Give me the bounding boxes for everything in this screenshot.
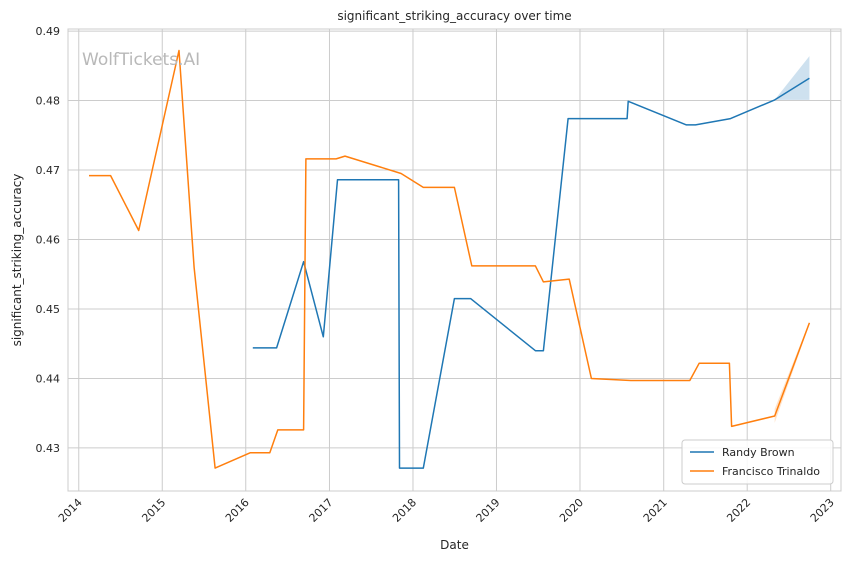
- y-tick-label-0.45: 0.45: [36, 303, 61, 316]
- legend-label-randy-brown: Randy Brown: [722, 446, 795, 459]
- x-tick-label-2015: 2015: [139, 496, 168, 525]
- x-tick-label-2022: 2022: [724, 496, 753, 525]
- y-tick-label-0.48: 0.48: [36, 95, 61, 108]
- x-tick-label-2019: 2019: [474, 496, 503, 525]
- plot-frame: [67, 28, 842, 492]
- x-axis-title: Date: [440, 538, 469, 552]
- y-tick-label-0.44: 0.44: [36, 372, 61, 385]
- series-lines: [89, 49, 811, 469]
- y-tick-label-0.46: 0.46: [36, 234, 61, 247]
- legend: Randy Brown Francisco Trinaldo: [681, 439, 834, 485]
- x-tick-label-2016: 2016: [223, 496, 252, 525]
- legend-box: [681, 439, 834, 485]
- line-randy-brown: [252, 77, 810, 469]
- x-gridlines: [78, 29, 832, 491]
- y-tick-label-0.43: 0.43: [36, 442, 61, 455]
- y-tick-labels: 0.43 0.44 0.45 0.46 0.47 0.48 0.49: [36, 25, 61, 455]
- x-tick-label-2020: 2020: [557, 496, 586, 525]
- y-tick-label-0.49: 0.49: [36, 25, 61, 38]
- watermark: WolfTickets.AI: [82, 50, 200, 70]
- x-tick-label-2023: 2023: [808, 496, 837, 525]
- y-axis-title: significant_striking_accuracy: [10, 174, 24, 347]
- chart-title: significant_striking_accuracy over time: [337, 9, 571, 23]
- y-gridlines: [68, 30, 841, 449]
- x-tick-label-2021: 2021: [641, 496, 670, 525]
- y-tick-label-0.47: 0.47: [36, 164, 61, 177]
- band-randy-brown: [774, 56, 810, 100]
- legend-label-francisco-trinaldo: Francisco Trinaldo: [722, 465, 820, 478]
- x-tick-labels: 2014 2015 2016 2017 2018 2019 2020 2021 2022 2023: [56, 496, 837, 525]
- x-tick-label-2018: 2018: [390, 496, 419, 525]
- x-tick-label-2014: 2014: [56, 496, 85, 525]
- plot-background: [68, 29, 841, 491]
- x-tick-label-2017: 2017: [307, 496, 336, 525]
- line-francisco-trinaldo: [89, 49, 811, 469]
